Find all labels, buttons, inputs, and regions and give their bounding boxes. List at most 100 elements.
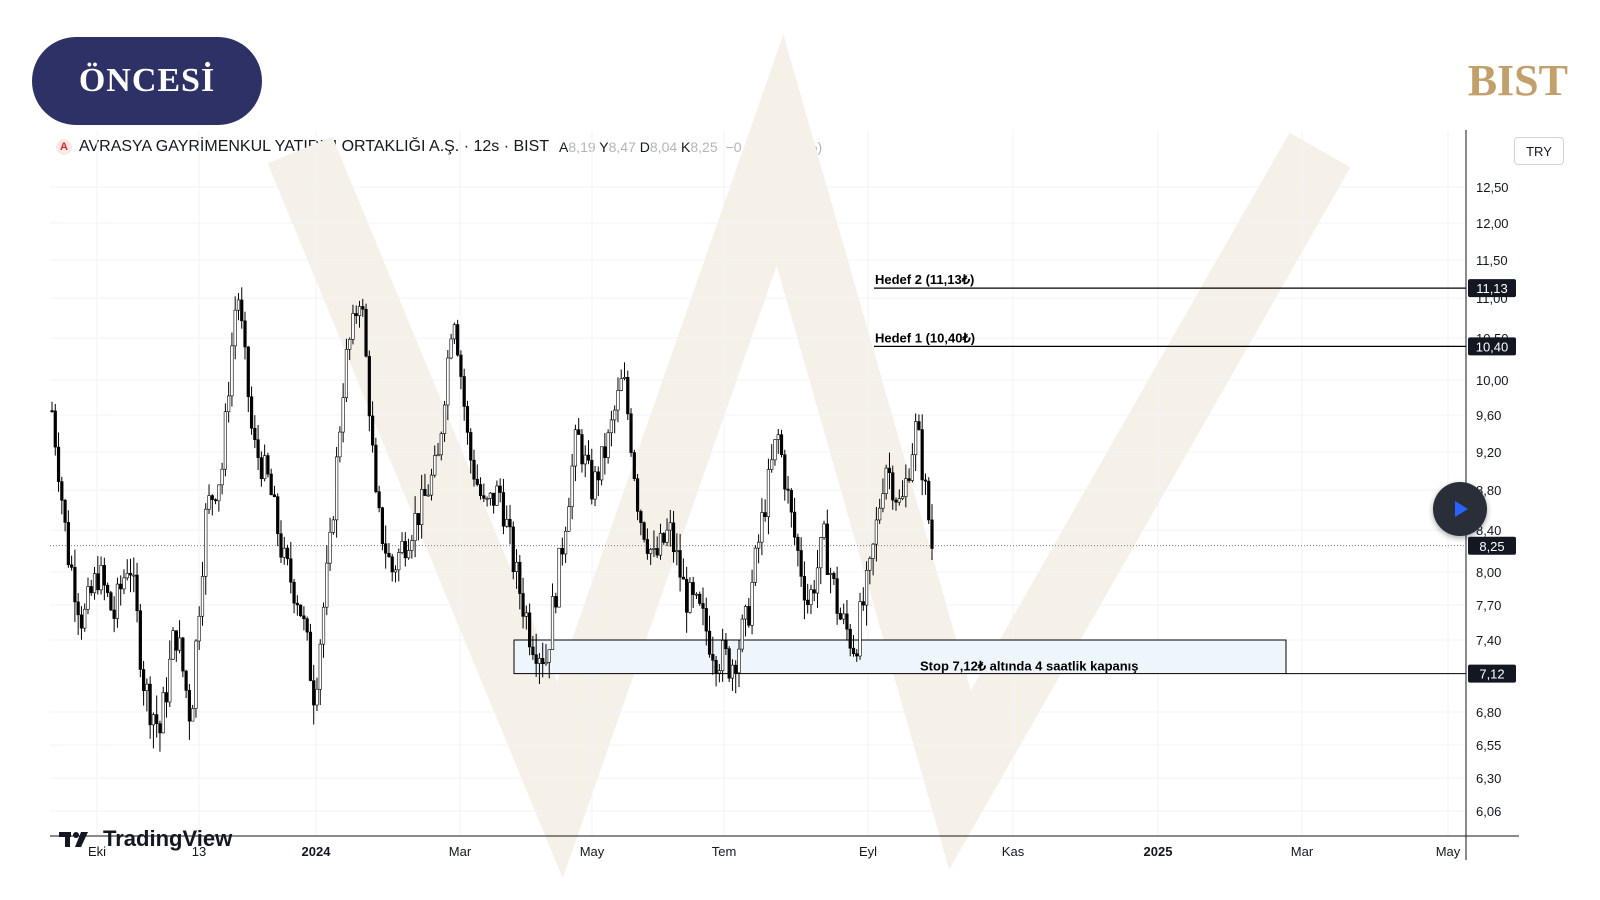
candle-body — [613, 409, 617, 421]
candle-body — [256, 439, 260, 458]
price-tick-label: 6,30 — [1476, 771, 1501, 786]
candle-body — [86, 586, 90, 610]
candle-body — [593, 471, 597, 500]
candle-body — [429, 474, 434, 496]
candle-body — [282, 547, 286, 558]
candle-body — [717, 670, 721, 674]
candle-body — [233, 309, 237, 347]
candle-body — [272, 494, 277, 497]
time-tick-label: 2024 — [302, 844, 332, 859]
candle-body — [321, 606, 326, 645]
candle-body — [141, 669, 146, 692]
candle-body — [534, 654, 538, 664]
candle-body — [485, 498, 489, 500]
candle-body — [753, 547, 757, 583]
candle-body — [99, 565, 103, 591]
candle-body — [688, 582, 692, 613]
candle-body — [439, 433, 443, 456]
candle-body — [161, 692, 165, 734]
candle-body — [763, 512, 767, 517]
candle-body — [603, 446, 607, 458]
candle-body — [204, 508, 208, 577]
candle-body — [66, 522, 70, 566]
candle-body — [910, 454, 914, 481]
candle-body — [364, 308, 368, 357]
candle-body — [92, 573, 97, 594]
candle-body — [652, 548, 656, 550]
candle-body — [308, 631, 313, 681]
candle-body — [819, 537, 823, 569]
candle-body — [122, 577, 126, 590]
candle-body — [472, 459, 476, 480]
candle-body — [668, 522, 672, 531]
last-price-badge-bg — [1468, 536, 1516, 555]
candle-body — [838, 613, 843, 620]
candle-body — [63, 499, 67, 523]
candle-body — [649, 549, 653, 554]
candle-body — [691, 582, 695, 595]
candle-body — [586, 454, 591, 461]
candle-body — [685, 578, 689, 613]
candle-body — [220, 468, 224, 486]
candle-body — [747, 606, 751, 626]
candle-body — [449, 338, 453, 359]
candle-body — [367, 355, 371, 417]
candle-body — [757, 541, 761, 549]
candle-body — [750, 582, 754, 626]
candle-body — [76, 601, 80, 616]
candles[interactable] — [50, 287, 934, 752]
candle-body — [518, 561, 522, 594]
candle-body — [325, 562, 329, 608]
candle-body — [106, 584, 110, 593]
candle-body — [148, 683, 152, 726]
play-button[interactable] — [1433, 482, 1487, 536]
candle-body — [370, 415, 375, 446]
candle-body — [135, 574, 139, 612]
price-axis[interactable]: 12,5012,0011,5011,0010,5010,009,609,208,… — [1465, 130, 1509, 860]
currency-selector[interactable]: TRY — [1514, 137, 1564, 165]
high-label: Y — [599, 139, 609, 155]
watermark-logo-icon — [267, 34, 1351, 879]
candle-body — [495, 485, 499, 506]
candle-body — [678, 550, 682, 578]
candle-body — [200, 576, 205, 617]
candle-body — [227, 395, 231, 413]
price-tick-label: 7,70 — [1476, 598, 1501, 613]
candle-body — [711, 653, 715, 661]
candle-body — [462, 376, 466, 407]
candle-body — [155, 714, 159, 724]
time-axis[interactable]: Eki 13 2024 Mar May Tem Eyl Kas 2025 Mar May — [50, 835, 1519, 859]
candle-body — [864, 569, 869, 606]
stop-zone[interactable]: Stop 7,12₺ altında 4 saatlik kapanış — [513, 639, 1466, 675]
candle-body — [269, 473, 273, 496]
candle-body — [554, 596, 558, 608]
candle-body — [786, 488, 790, 491]
candle-body — [361, 306, 365, 310]
candle-body — [842, 613, 846, 620]
candle-body — [783, 454, 787, 490]
candle-body — [622, 377, 627, 379]
candle-body — [354, 313, 358, 317]
candle-body — [184, 670, 188, 691]
candle-body — [318, 643, 322, 690]
before-badge: ÖNCESİ — [32, 37, 262, 125]
candle-body — [423, 489, 427, 496]
candle-body — [721, 640, 725, 671]
candle-body — [900, 496, 905, 499]
candle-body — [456, 324, 460, 356]
tradingview-logo-icon — [59, 832, 88, 847]
candle-body — [119, 583, 123, 590]
candle-body — [544, 661, 548, 665]
candle-body — [828, 573, 833, 575]
stop-price-badge-bg — [1468, 664, 1516, 683]
candle-body — [923, 479, 928, 482]
candle-body — [570, 465, 574, 508]
candle-body — [635, 478, 640, 512]
close-value: 8,25 — [690, 139, 718, 155]
low-label: D — [639, 139, 650, 155]
candle-body — [217, 484, 221, 502]
candle-body — [194, 640, 198, 709]
candle-body — [629, 413, 633, 453]
candle-body — [596, 471, 600, 481]
